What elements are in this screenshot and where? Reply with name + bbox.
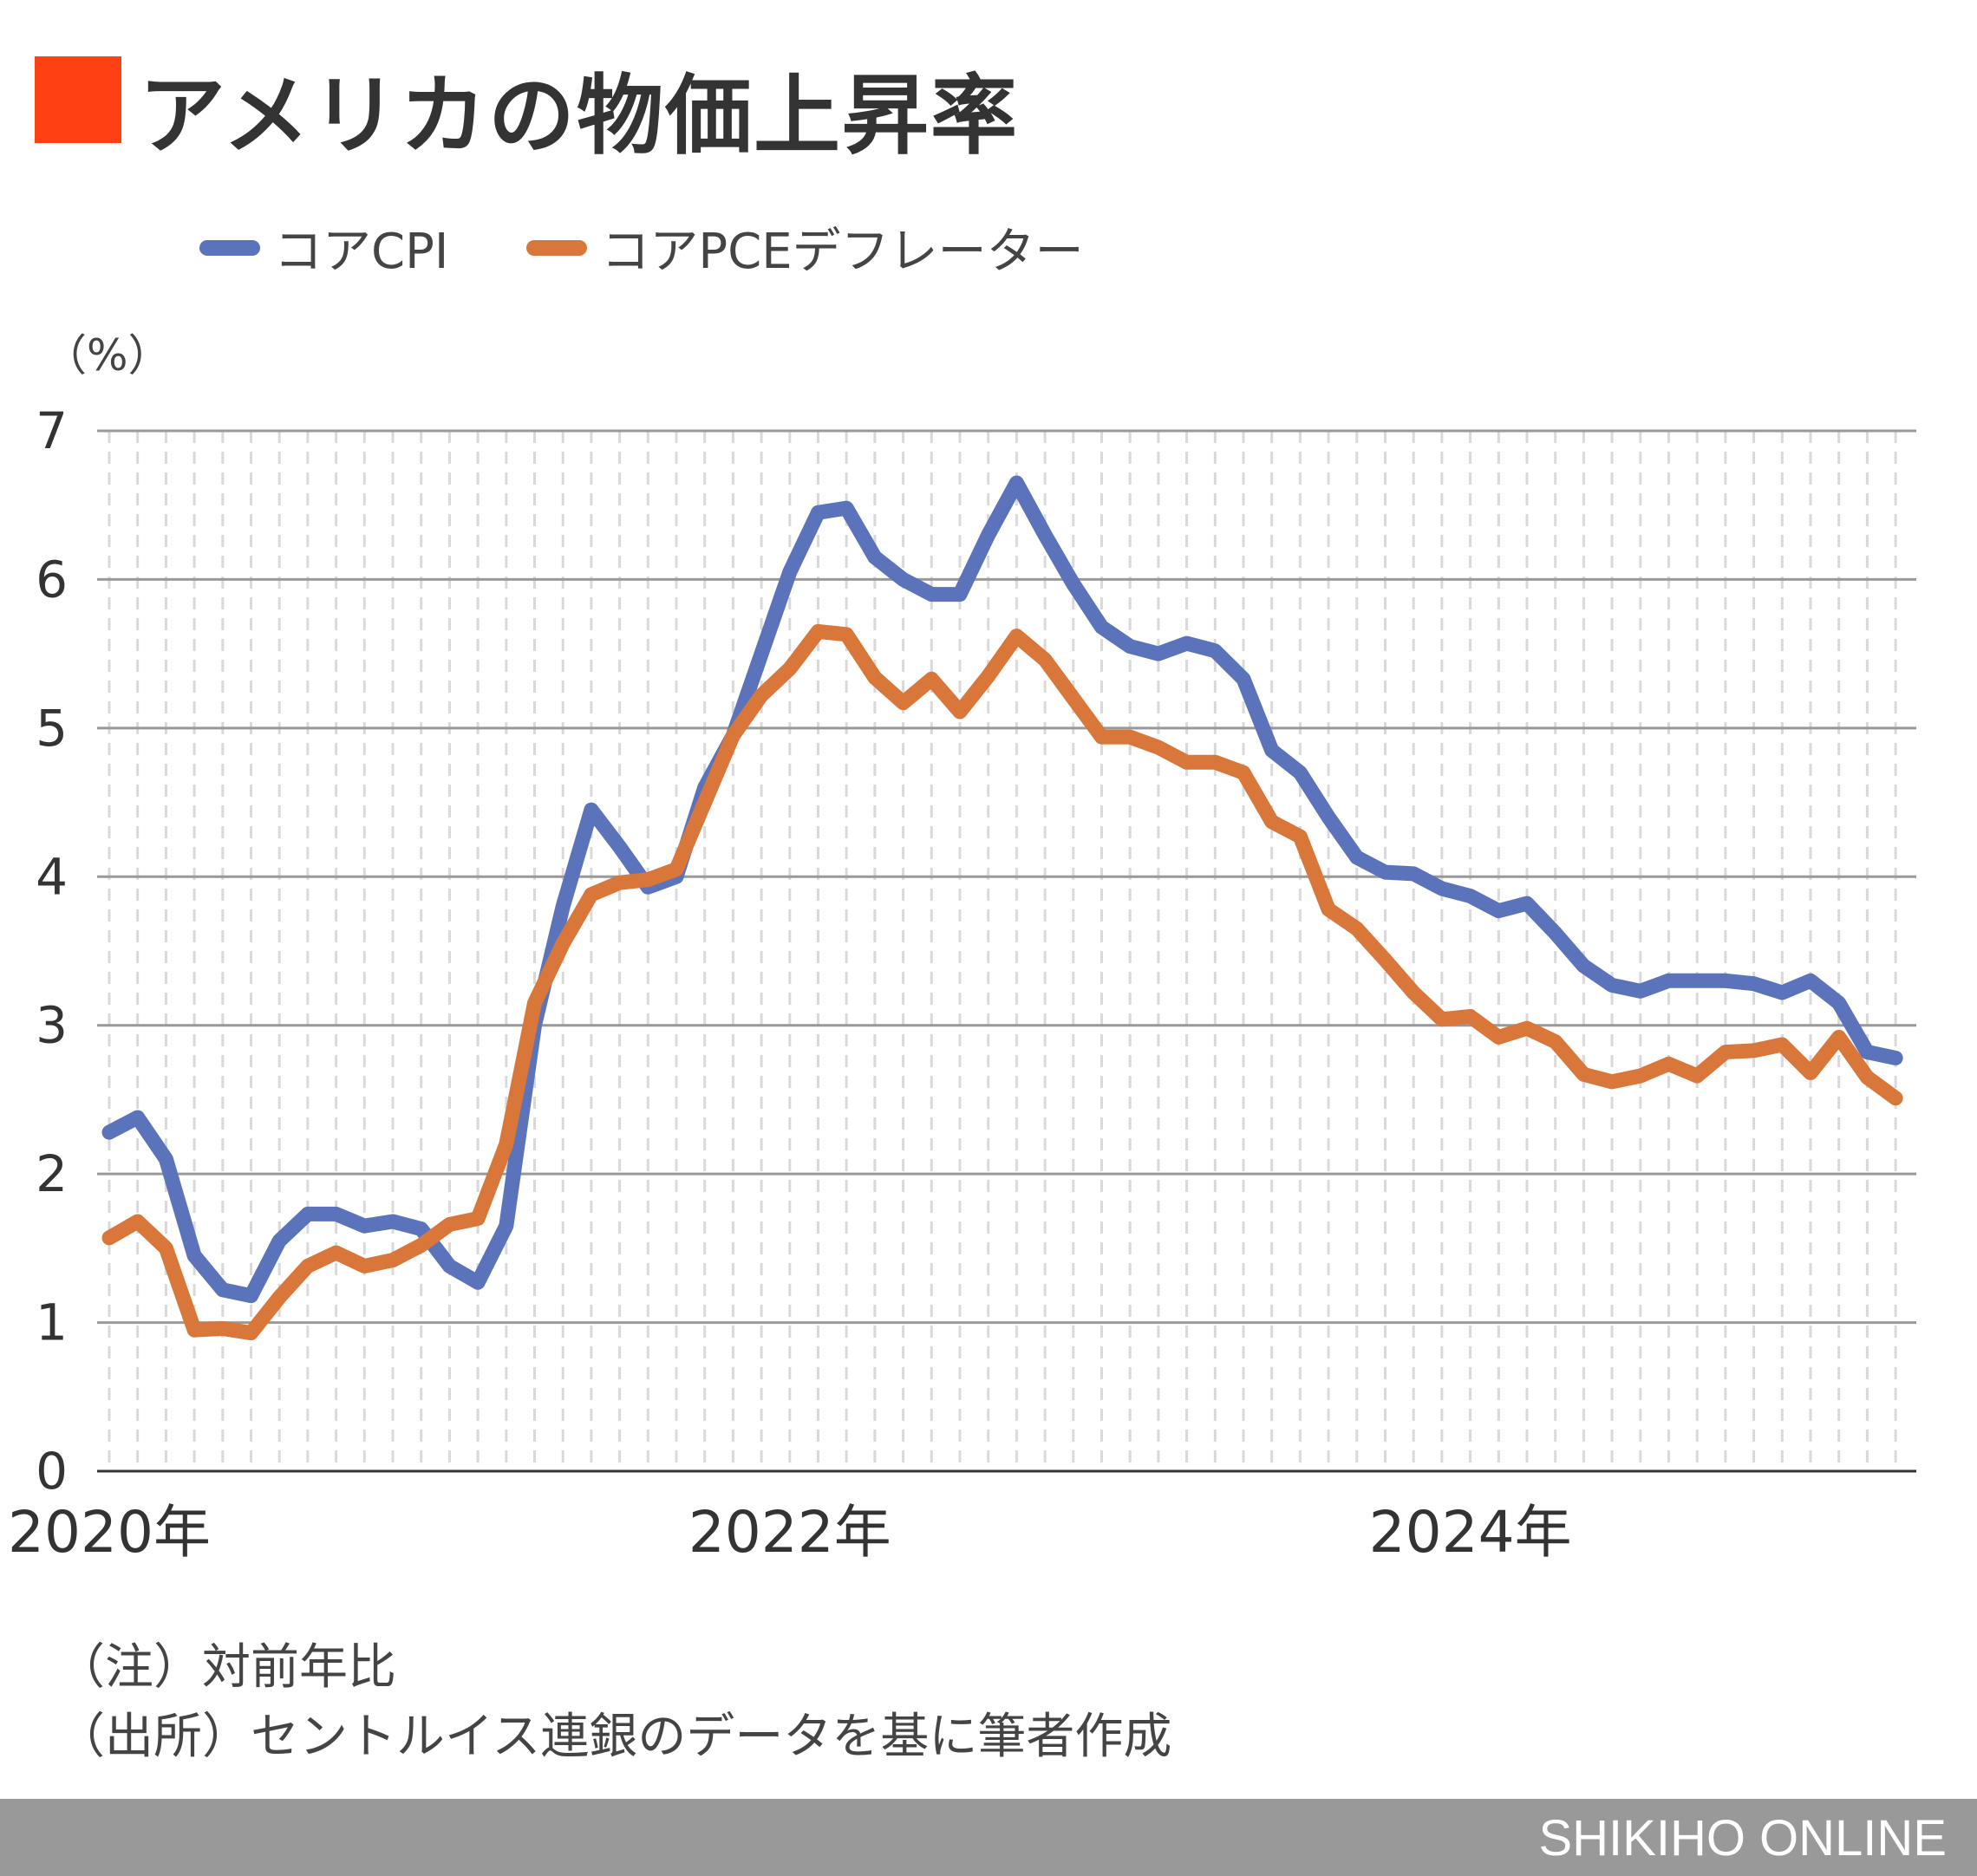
y-tick-label: 7 bbox=[36, 401, 68, 460]
y-axis-unit-label: （%） bbox=[43, 330, 172, 381]
page-title: アメリカの物価上昇率 bbox=[139, 65, 1019, 166]
y-tick-label: 4 bbox=[36, 847, 68, 906]
y-tick-label: 2 bbox=[36, 1144, 68, 1203]
series-line-core-cpi bbox=[101, 475, 1903, 1304]
y-tick-label: 0 bbox=[36, 1442, 68, 1501]
line-chart: 0 1 2 3 4 5 6 7 2020年 2022年 2024年 bbox=[8, 401, 1916, 1566]
legend-swatch-core-pce bbox=[526, 239, 588, 256]
legend-label-core-cpi: コアCPI bbox=[274, 224, 449, 280]
legend-item-core-cpi: コアCPI bbox=[199, 212, 448, 283]
legend: コアCPI コアPCEデフレーター bbox=[199, 212, 1084, 283]
x-tick-label: 2022年 bbox=[688, 1499, 891, 1566]
footer-brand: SHIKIHO ONLINE bbox=[1538, 1810, 1947, 1866]
y-tick-label: 5 bbox=[36, 699, 68, 758]
y-tick-label: 3 bbox=[36, 996, 68, 1055]
series-line-core-pce bbox=[101, 623, 1903, 1341]
legend-swatch-core-cpi bbox=[199, 239, 260, 256]
legend-item-core-pce: コアPCEデフレーター bbox=[526, 212, 1084, 283]
x-tick-label: 2020年 bbox=[8, 1499, 211, 1566]
footer-bar: SHIKIHO ONLINE bbox=[0, 1799, 1977, 1876]
legend-label-core-pce: コアPCEデフレーター bbox=[601, 224, 1084, 280]
x-tick-label: 2024年 bbox=[1369, 1499, 1572, 1566]
title-accent-square bbox=[35, 56, 121, 143]
y-tick-label: 6 bbox=[36, 550, 68, 609]
note-line: （注）対前年比 bbox=[56, 1639, 396, 1696]
y-tick-label: 1 bbox=[36, 1293, 68, 1352]
source-line: （出所）セントルイス連銀のデータを基に筆者作成 bbox=[56, 1709, 1172, 1765]
